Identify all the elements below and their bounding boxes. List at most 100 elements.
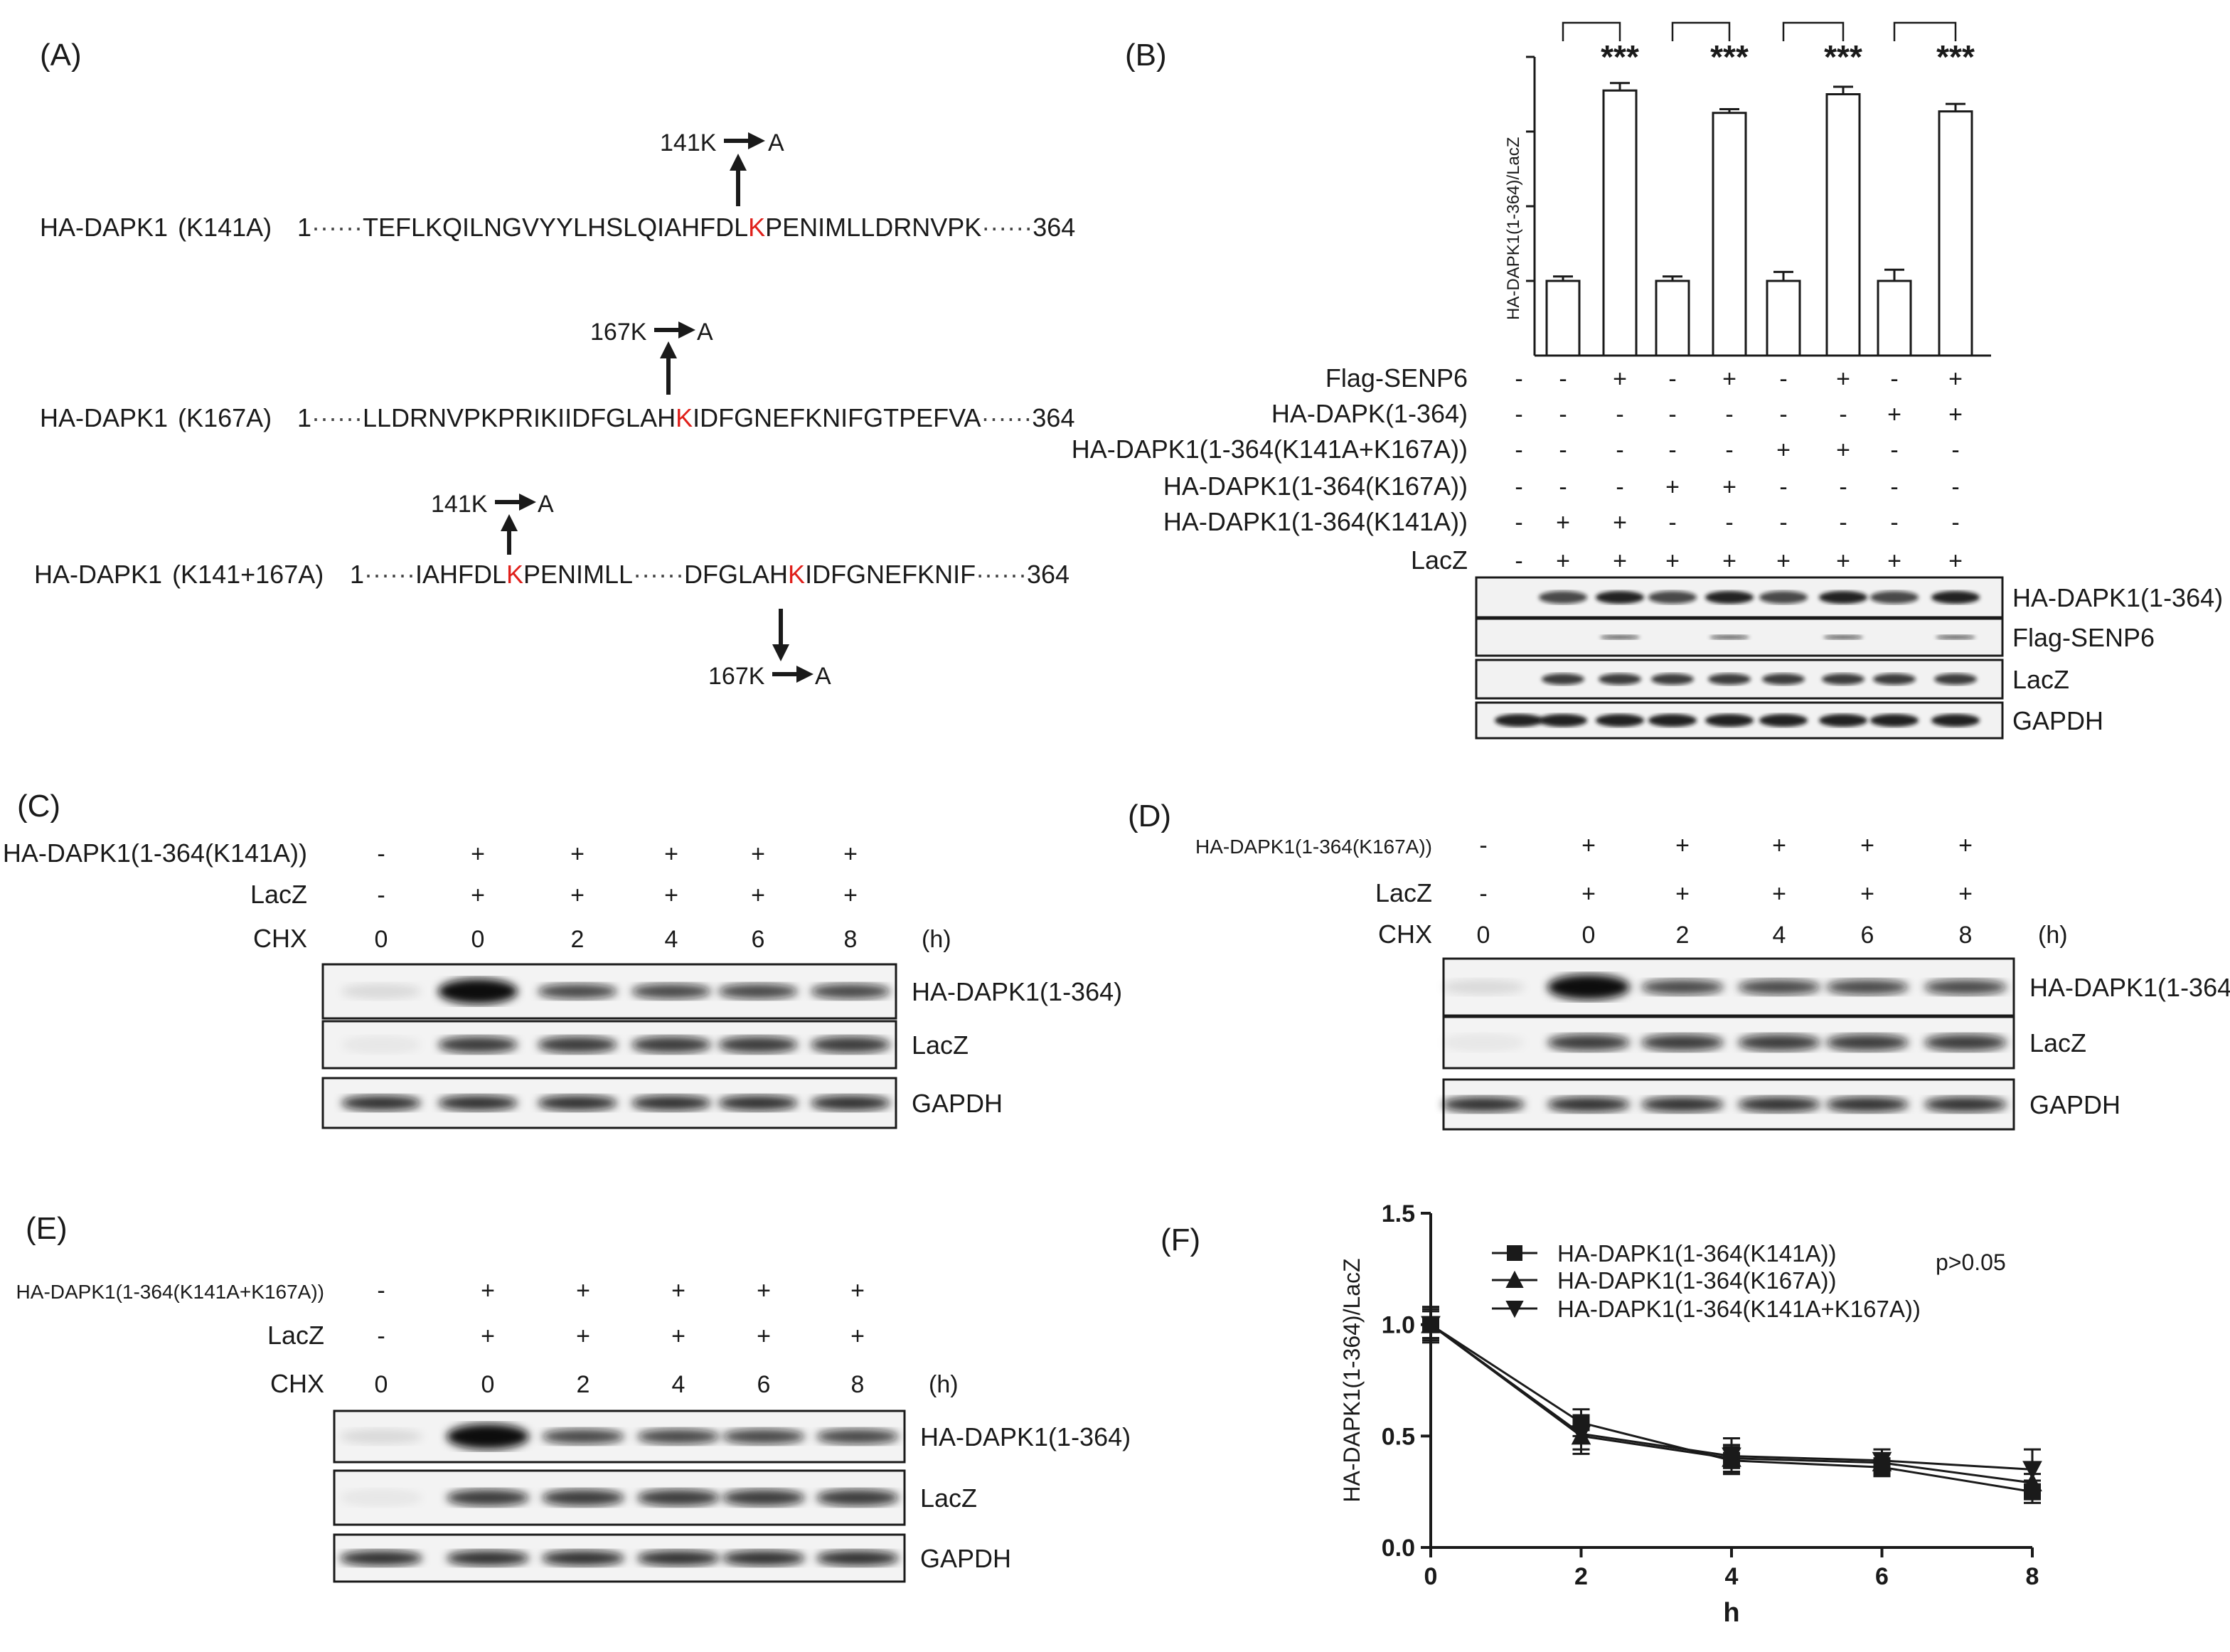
x-tick-label: 2 bbox=[1574, 1563, 1588, 1590]
condition-label: LacZ bbox=[250, 880, 307, 909]
blot-band bbox=[1936, 635, 1975, 639]
blot-band bbox=[1708, 673, 1751, 685]
condition-value: - bbox=[1890, 509, 1898, 536]
blot-band bbox=[811, 1036, 890, 1053]
condition-value: + bbox=[1581, 880, 1596, 907]
blot-band bbox=[1759, 714, 1808, 727]
blot-band bbox=[1738, 1034, 1820, 1051]
panel-a-label: (A) bbox=[40, 38, 82, 73]
condition-value: + bbox=[1665, 474, 1680, 501]
blot-band bbox=[1600, 635, 1640, 639]
significance-stars: *** bbox=[1601, 38, 1639, 75]
blot-band bbox=[1596, 591, 1644, 604]
condition-value: - bbox=[1839, 474, 1847, 501]
condition-value: - bbox=[1725, 509, 1733, 536]
condition-label: CHX bbox=[1378, 920, 1432, 949]
arrow-target-a: A bbox=[815, 663, 831, 690]
arrow-label-141k: 141K bbox=[660, 129, 717, 156]
condition-value: + bbox=[1948, 548, 1963, 575]
condition-value: - bbox=[1779, 401, 1787, 428]
condition-value: - bbox=[1515, 437, 1522, 464]
y-tick-label: 1.0 bbox=[1382, 1312, 1415, 1339]
blot-band bbox=[1641, 1097, 1724, 1112]
condition-value: - bbox=[377, 882, 385, 909]
blot-band bbox=[816, 1429, 899, 1444]
blot-label: LacZ bbox=[920, 1483, 977, 1513]
y-tick-label: 0.0 bbox=[1382, 1535, 1415, 1562]
construct-name: HA-DAPK1 bbox=[40, 213, 168, 242]
condition-value: + bbox=[1836, 548, 1850, 575]
construct-name: HA-DAPK1 bbox=[40, 403, 168, 432]
blot-band bbox=[816, 1489, 899, 1506]
condition-value: - bbox=[1559, 401, 1567, 428]
blot-band bbox=[1826, 979, 1909, 995]
blot-band bbox=[631, 1036, 711, 1053]
data-point bbox=[1722, 1447, 1741, 1466]
blot-band bbox=[1819, 714, 1867, 727]
mutation-label: (K141+167A) bbox=[172, 560, 324, 589]
condition-value: + bbox=[1556, 548, 1570, 575]
condition-value: + bbox=[570, 841, 585, 868]
blot-band bbox=[1762, 673, 1805, 685]
condition-value: - bbox=[1479, 880, 1487, 907]
condition-label: LacZ bbox=[267, 1321, 324, 1350]
blot-band bbox=[1599, 673, 1641, 685]
condition-label: HA-DAPK1(1-364(K141A)) bbox=[1163, 507, 1468, 536]
condition-value: + bbox=[1613, 548, 1627, 575]
condition-value: + bbox=[1776, 548, 1791, 575]
condition-value: 8 bbox=[844, 926, 858, 953]
blot-band bbox=[1442, 1034, 1525, 1051]
blot-band bbox=[1705, 591, 1754, 604]
condition-value: - bbox=[1890, 474, 1898, 501]
legend-marker bbox=[1507, 1245, 1522, 1261]
condition-label: HA-DAPK1(1-364(K167A)) bbox=[1195, 836, 1432, 858]
bar bbox=[1938, 110, 1973, 357]
blot-band bbox=[631, 1095, 711, 1111]
svg-text:HA-DAPK1(K141A): HA-DAPK1 (K141A) bbox=[40, 213, 272, 242]
blot-band bbox=[542, 1429, 624, 1444]
blot-band bbox=[637, 1489, 720, 1506]
blot-strip bbox=[1442, 1078, 2015, 1131]
condition-value: - bbox=[1779, 366, 1787, 393]
condition-value: + bbox=[1958, 832, 1973, 859]
condition-value: - bbox=[1779, 474, 1787, 501]
legend-entry: HA-DAPK1(1-364(K141A+K167A)) bbox=[1557, 1296, 1921, 1322]
x-tick-label: 4 bbox=[1725, 1563, 1739, 1590]
condition-label: HA-DAPK1(1-364(K167A)) bbox=[1163, 471, 1468, 501]
condition-value: - bbox=[377, 841, 385, 868]
blot-band bbox=[538, 1036, 617, 1053]
condition-value: + bbox=[1772, 880, 1786, 907]
blot-band bbox=[718, 1095, 798, 1111]
significance-bracket bbox=[1671, 21, 1731, 41]
condition-value: + bbox=[1860, 832, 1874, 859]
condition-value: + bbox=[1836, 437, 1850, 464]
blot-band bbox=[1738, 1097, 1820, 1112]
condition-value: - bbox=[1668, 437, 1676, 464]
panel-e-blots: HA-DAPK1(1-364(K141A+K167A)) - + + + + + LacZ - +… bbox=[16, 1277, 1131, 1583]
blot-band bbox=[1870, 591, 1919, 604]
condition-value: 4 bbox=[1773, 922, 1786, 949]
construct-name: HA-DAPK1 bbox=[34, 560, 162, 589]
significance-bracket bbox=[1562, 21, 1621, 41]
y-axis-label: HA-DAPK1(1-364)/LacZ bbox=[1339, 1258, 1365, 1502]
condition-value: 0 bbox=[375, 1371, 388, 1398]
condition-value: - bbox=[1515, 548, 1522, 575]
blot-band bbox=[1705, 714, 1754, 727]
bar bbox=[1545, 279, 1581, 357]
condition-value: - bbox=[1839, 509, 1847, 536]
blot-strip bbox=[1442, 1016, 2015, 1070]
x-tick-label: 6 bbox=[1875, 1563, 1889, 1590]
condition-value: - bbox=[1725, 401, 1733, 428]
condition-value: 8 bbox=[1959, 922, 1973, 949]
significance-stars: *** bbox=[1710, 38, 1749, 75]
blot-band bbox=[447, 1489, 529, 1506]
condition-value: + bbox=[471, 841, 485, 868]
sequence-text: 1······TEFLKQILNGVYYLHSLQIAHFDLKPENIMLLD… bbox=[297, 213, 1075, 242]
arrow-label-141k: 141K bbox=[431, 491, 488, 518]
blot-band bbox=[1641, 979, 1724, 995]
condition-value: + bbox=[471, 882, 485, 909]
condition-value: + bbox=[1665, 548, 1680, 575]
condition-value: + bbox=[1722, 366, 1736, 393]
condition-value: + bbox=[1556, 509, 1570, 536]
